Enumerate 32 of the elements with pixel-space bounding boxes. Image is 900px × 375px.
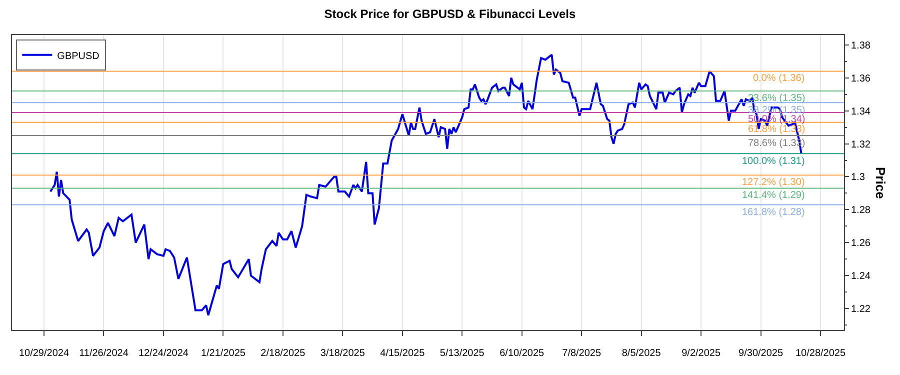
- line-series: [49, 54, 802, 316]
- x-tick-label: 9/30/2025: [738, 348, 784, 359]
- y-tick-label: 1.3: [851, 172, 866, 184]
- ref-line-label: 127.2% (1.30): [742, 177, 805, 188]
- ref-line-label: 141.4% (1.29): [742, 190, 805, 201]
- ref-line-label: 100.0% (1.31): [742, 156, 805, 167]
- y-tick-label: 1.38: [851, 40, 871, 52]
- x-tick-label: 12/24/2024: [138, 348, 189, 359]
- y-tick-label: 1.28: [851, 205, 871, 216]
- x-tick-label: 4/15/2025: [380, 348, 426, 359]
- x-tick-label: 9/2/2025: [682, 348, 721, 359]
- x-tick-label: 2/18/2025: [260, 348, 306, 359]
- x-tick-label: 5/13/2025: [440, 348, 485, 359]
- x-tick-label: 6/10/2025: [500, 348, 545, 359]
- legend-label: GBPUSD: [57, 50, 100, 62]
- ref-line-label: 161.8% (1.28): [742, 207, 805, 218]
- y-tick-label: 1.34: [851, 106, 871, 118]
- y-tick-label: 1.26: [851, 238, 871, 250]
- x-tick-label: 3/18/2025: [320, 348, 366, 359]
- y-axis-title: Price: [873, 167, 888, 199]
- y-tick-label: 1.24: [851, 271, 871, 282]
- ref-line-label: 0.0% (1.36): [753, 73, 805, 84]
- x-tick-label: 11/26/2024: [79, 348, 129, 359]
- x-tick-label: 8/5/2025: [622, 348, 662, 359]
- x-tick-label: 1/21/2025: [200, 348, 246, 359]
- x-tick-label: 7/8/2025: [562, 348, 602, 359]
- y-tick-label: 1.32: [851, 139, 871, 150]
- chart-title: Stock Price for GBPUSD & Fibunacci Levels: [324, 6, 576, 21]
- y-tick-label: 1.36: [851, 73, 871, 84]
- y-tick-label: 1.22: [851, 304, 871, 316]
- x-tick-label: 10/28/2025: [796, 348, 846, 359]
- x-tick-label: 10/29/2024: [18, 348, 70, 359]
